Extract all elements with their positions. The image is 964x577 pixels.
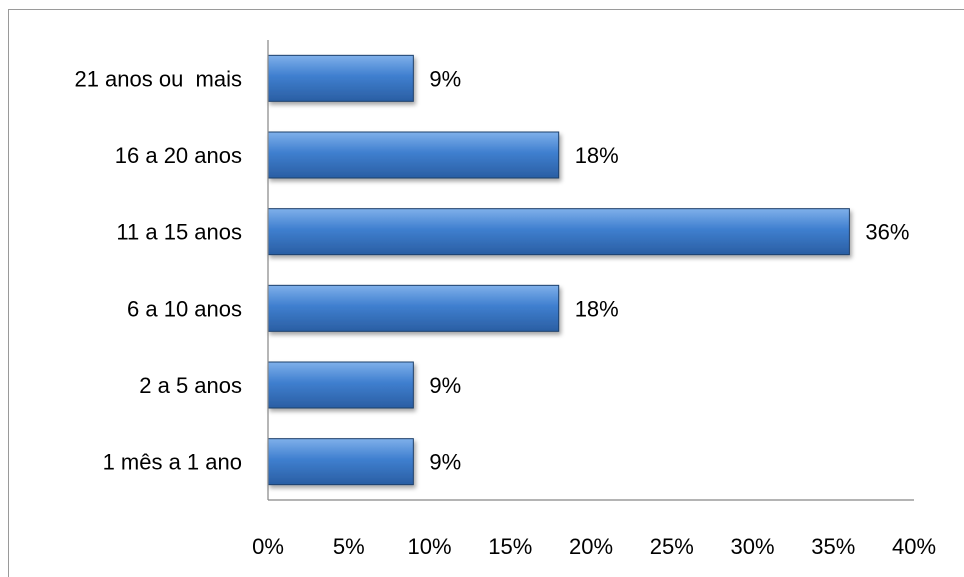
category-label: 21 anos ou mais	[74, 66, 242, 91]
bar	[267, 208, 850, 256]
x-tick-label: 30%	[730, 534, 774, 559]
x-tick-label: 5%	[333, 534, 365, 559]
data-label: 9%	[429, 373, 461, 398]
labels-layer: 21 anos ou mais 9% 16 a 20 anos 18% 11 a 15 …	[74, 66, 936, 559]
bar	[267, 131, 560, 179]
x-tick-label: 0%	[252, 534, 284, 559]
x-tick-label: 20%	[569, 534, 613, 559]
bars-layer	[267, 54, 850, 486]
data-label: 36%	[865, 220, 909, 245]
bar	[267, 361, 414, 409]
category-label: 16 a 20 anos	[115, 143, 242, 168]
x-tick-label: 10%	[407, 534, 451, 559]
category-label: 1 mês a 1 ano	[103, 450, 242, 475]
chart-frame	[8, 9, 964, 577]
x-tick-label: 40%	[892, 534, 936, 559]
data-label: 9%	[429, 66, 461, 91]
bar	[267, 438, 414, 486]
x-tick-label: 25%	[650, 534, 694, 559]
x-tick-label: 15%	[488, 534, 532, 559]
data-label: 18%	[575, 143, 619, 168]
x-tick-label: 35%	[811, 534, 855, 559]
category-label: 6 a 10 anos	[127, 296, 242, 321]
category-label: 11 a 15 anos	[116, 220, 242, 245]
bar	[267, 284, 560, 332]
data-label: 18%	[575, 296, 619, 321]
bar	[267, 54, 414, 102]
data-label: 9%	[429, 450, 461, 475]
axes-layer	[267, 40, 914, 501]
category-label: 2 a 5 anos	[139, 373, 242, 398]
